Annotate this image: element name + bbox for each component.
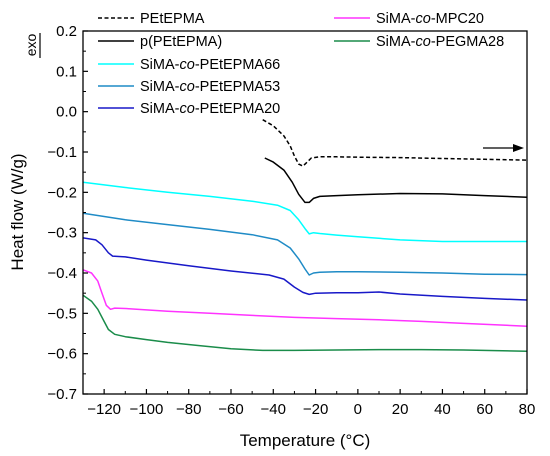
y-tick-label: 0.2 — [56, 23, 77, 40]
legend-label-part: SiMA- — [140, 101, 180, 117]
x-tick-label: −60 — [218, 401, 243, 418]
legend-label-6: SiMA-co-MPC20 — [376, 11, 484, 27]
series-line-4 — [83, 212, 527, 276]
legend-label-5: SiMA-co-PEtEPMA20 — [140, 101, 280, 117]
legend-label-part: SiMA- — [140, 57, 180, 73]
legend-label-part: co — [415, 11, 430, 27]
legend-label-part: -PEtEPMA53 — [195, 79, 280, 95]
legend-label-part: -MPC20 — [431, 11, 484, 27]
y-tick-label: −0.2 — [47, 184, 77, 201]
legend-label-part: p(PEtEPMA) — [140, 34, 222, 50]
x-axis-title: Temperature (°C) — [240, 431, 371, 450]
legend-label-part: co — [179, 57, 194, 73]
x-tick-label: −40 — [261, 401, 286, 418]
legend-label-part: co — [179, 101, 194, 117]
series-line-1 — [262, 119, 527, 167]
y-tick-label: 0.1 — [56, 63, 77, 80]
x-tick-label: −100 — [130, 401, 164, 418]
x-tick-label: −20 — [303, 401, 328, 418]
legend-label-7: SiMA-co-PEGMA28 — [376, 34, 504, 50]
x-tick-label: 80 — [519, 401, 536, 418]
legend-label-part: -PEtEPMA66 — [195, 57, 280, 73]
legend-label-part: -PEGMA28 — [431, 34, 504, 50]
legend-label-part: SiMA- — [376, 34, 416, 50]
x-tick-label: 20 — [392, 401, 409, 418]
legend-label-part: PEtEPMA — [140, 11, 205, 27]
y-tick-label: −0.7 — [47, 386, 77, 403]
legend-label-3: SiMA-co-PEtEPMA66 — [140, 57, 280, 73]
x-tick-label: 0 — [354, 401, 362, 418]
legend-label-part: SiMA- — [140, 79, 180, 95]
y-tick-label: 0.0 — [56, 104, 77, 121]
legend-label-part: -PEtEPMA20 — [195, 101, 280, 117]
series-line-5 — [83, 237, 527, 301]
y-tick-label: −0.3 — [47, 225, 77, 242]
legend-label-part: co — [179, 79, 194, 95]
exo-indicator: exo — [23, 33, 41, 58]
x-tick-label: −80 — [176, 401, 201, 418]
x-tick-label: 40 — [434, 401, 451, 418]
exo-label: exo — [23, 34, 39, 57]
x-tick-label: 60 — [476, 401, 493, 418]
legend-label-1: PEtEPMA — [140, 11, 205, 27]
y-axis-title: Heat flow (W/g) — [8, 153, 27, 270]
heating-direction-arrow-icon — [483, 144, 524, 152]
legend-label-4: SiMA-co-PEtEPMA53 — [140, 79, 280, 95]
y-tick-label: −0.5 — [47, 305, 77, 322]
series-line-7 — [83, 294, 527, 352]
series-line-3 — [83, 181, 527, 243]
series-line-2 — [264, 157, 527, 204]
legend-label-part: SiMA- — [376, 11, 416, 27]
legend-label-2: p(PEtEPMA) — [140, 34, 222, 50]
y-tick-label: −0.6 — [47, 346, 77, 363]
y-tick-label: −0.1 — [47, 144, 77, 161]
x-tick-label: −120 — [87, 401, 121, 418]
y-tick-label: −0.4 — [47, 265, 77, 282]
legend-label-part: co — [415, 34, 430, 50]
series-line-6 — [83, 269, 527, 327]
